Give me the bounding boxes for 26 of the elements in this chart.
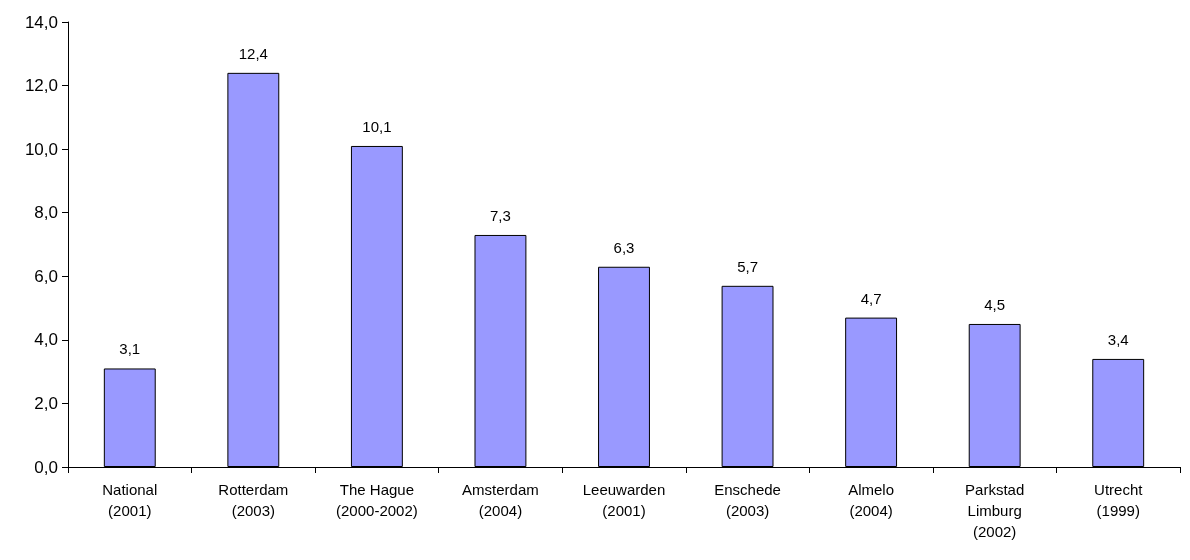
- y-tick-label: 10,0: [24, 139, 58, 159]
- data-label: 6,3: [613, 238, 635, 256]
- data-label: 4,7: [860, 289, 882, 307]
- x-tick-label: Amsterdam (2004): [462, 481, 539, 519]
- y-tick-label: 0,0: [34, 457, 58, 477]
- x-tick-label: Utrecht (1999): [1094, 481, 1144, 519]
- y-tick-label: 4,0: [34, 330, 58, 350]
- data-label: 12,4: [238, 44, 268, 62]
- data-label: 5,7: [737, 257, 758, 275]
- x-tick-label: Almelo (2004): [848, 481, 895, 519]
- x-tick-label: Enschede (2003): [714, 481, 781, 519]
- data-label: 3,4: [1107, 330, 1129, 348]
- data-label: 10,1: [362, 117, 392, 135]
- data-label: 7,3: [490, 206, 511, 224]
- y-tick-label: 14,0: [24, 12, 58, 32]
- y-tick-label: 6,0: [34, 266, 58, 286]
- x-tick-label: Rotterdam (2003): [218, 481, 289, 519]
- data-label: 3,1: [119, 340, 141, 358]
- y-tick-label: 12,0: [24, 76, 58, 96]
- x-tick-label: Leeuwarden (2001): [582, 481, 666, 519]
- y-tick-label: 8,0: [34, 203, 58, 223]
- x-tick-label: The Hague (2000-2002): [336, 481, 418, 519]
- data-label: 4,5: [984, 295, 1006, 313]
- x-tick-label: National (2001): [102, 481, 158, 519]
- x-tick-label: Parkstad Limburg (2002): [965, 481, 1025, 540]
- y-tick-label: 2,0: [34, 393, 58, 413]
